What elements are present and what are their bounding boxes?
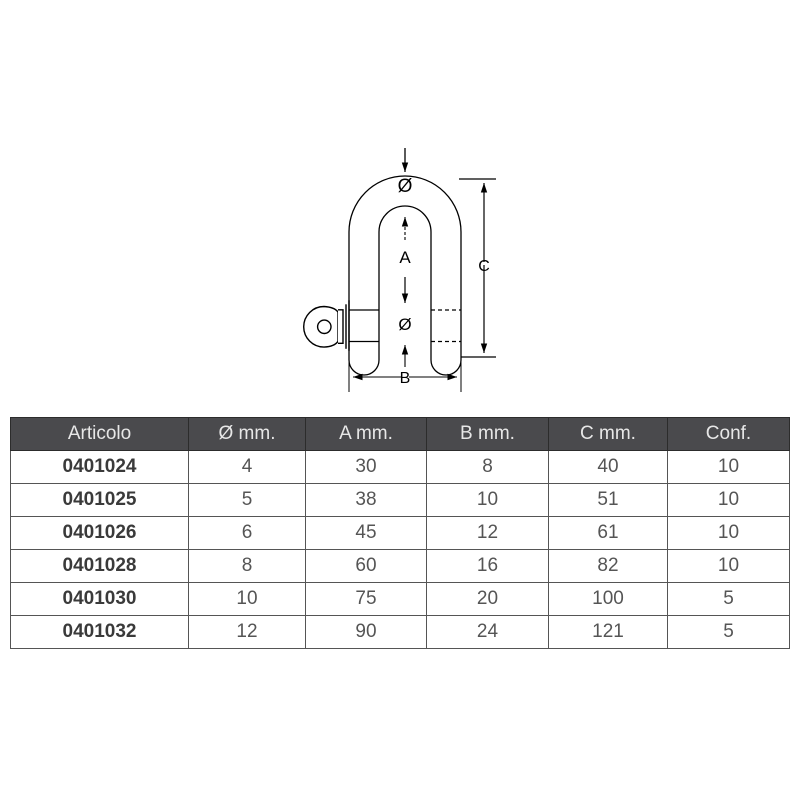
svg-text:Ø: Ø [398,315,411,334]
svg-text:B: B [400,370,411,387]
svg-text:Ø: Ø [398,176,413,197]
svg-text:A: A [399,248,411,267]
svg-text:C: C [478,258,490,275]
